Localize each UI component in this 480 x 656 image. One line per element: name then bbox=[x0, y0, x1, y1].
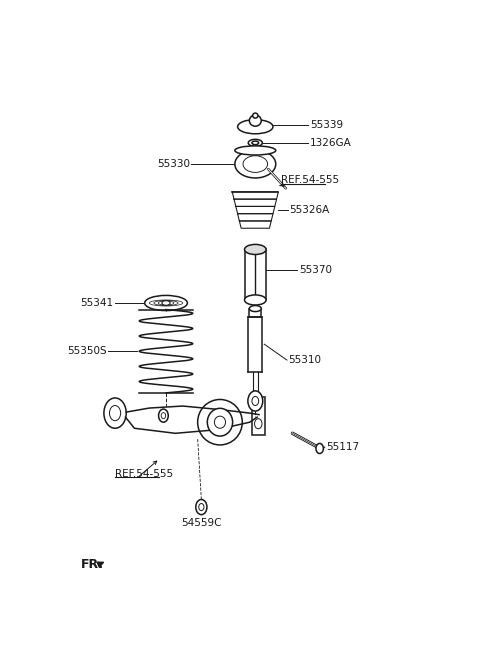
Circle shape bbox=[161, 413, 166, 419]
Text: 54559C: 54559C bbox=[181, 518, 222, 528]
Text: 55341: 55341 bbox=[80, 298, 113, 308]
Circle shape bbox=[254, 419, 262, 429]
Text: 55370: 55370 bbox=[299, 264, 332, 275]
Ellipse shape bbox=[249, 115, 261, 126]
Text: 1326GA: 1326GA bbox=[310, 138, 352, 148]
Ellipse shape bbox=[235, 146, 276, 155]
Ellipse shape bbox=[249, 306, 261, 312]
Ellipse shape bbox=[244, 295, 266, 305]
Ellipse shape bbox=[144, 295, 187, 310]
Ellipse shape bbox=[244, 245, 266, 255]
Ellipse shape bbox=[215, 416, 226, 428]
Ellipse shape bbox=[252, 141, 259, 144]
Circle shape bbox=[109, 405, 120, 420]
Bar bbox=[252, 397, 265, 436]
Text: 55330: 55330 bbox=[157, 159, 190, 169]
Circle shape bbox=[104, 398, 126, 428]
Circle shape bbox=[196, 499, 207, 515]
Ellipse shape bbox=[207, 408, 233, 436]
Text: 55310: 55310 bbox=[288, 355, 322, 365]
Ellipse shape bbox=[252, 113, 258, 118]
Circle shape bbox=[248, 391, 263, 411]
Text: 55117: 55117 bbox=[326, 442, 360, 452]
Circle shape bbox=[199, 504, 204, 510]
Text: 55350S: 55350S bbox=[67, 346, 107, 356]
Text: FR.: FR. bbox=[81, 558, 104, 571]
Circle shape bbox=[252, 396, 259, 405]
Text: 55326A: 55326A bbox=[289, 205, 329, 215]
Ellipse shape bbox=[162, 300, 170, 305]
Text: 55339: 55339 bbox=[310, 119, 343, 130]
Bar bbox=[249, 308, 261, 317]
Ellipse shape bbox=[248, 139, 263, 146]
Circle shape bbox=[316, 443, 324, 453]
Ellipse shape bbox=[235, 150, 276, 178]
Circle shape bbox=[158, 409, 168, 422]
Ellipse shape bbox=[238, 119, 273, 134]
Text: REF.54-555: REF.54-555 bbox=[281, 175, 339, 185]
Text: REF.54-555: REF.54-555 bbox=[115, 469, 173, 479]
